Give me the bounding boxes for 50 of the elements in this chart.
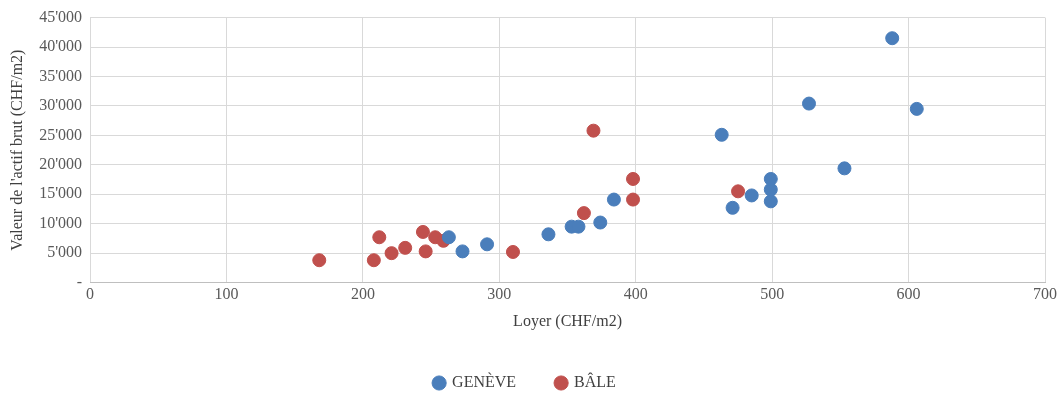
point xyxy=(606,192,621,207)
y-tick-label: 40'000 xyxy=(39,37,83,55)
x-tick-label: 100 xyxy=(214,285,239,303)
point xyxy=(312,253,327,268)
y-tick-label: 45'000 xyxy=(39,7,83,25)
point xyxy=(763,194,778,209)
point xyxy=(576,206,591,221)
point xyxy=(418,244,433,259)
point xyxy=(909,101,924,116)
x-tick-label: 700 xyxy=(1033,285,1057,303)
y-tick-label: - xyxy=(76,272,83,290)
point xyxy=(731,184,746,199)
point xyxy=(384,246,399,261)
legend-label: BÂLE xyxy=(574,372,616,391)
point xyxy=(626,171,641,186)
point xyxy=(885,31,900,46)
point xyxy=(586,123,601,138)
point xyxy=(593,215,608,230)
point xyxy=(626,192,641,207)
y-axis-title: Valeur de l'actif brut (CHF/m2) xyxy=(7,49,26,251)
y-tick-label: 10'000 xyxy=(39,213,83,231)
point xyxy=(398,240,413,255)
y-tick-label: 5'000 xyxy=(47,243,83,261)
point xyxy=(366,253,381,268)
point xyxy=(725,200,740,215)
y-tick-label: 20'000 xyxy=(39,155,83,173)
x-tick-label: 400 xyxy=(623,285,648,303)
point xyxy=(763,171,778,186)
y-tick-label: 35'000 xyxy=(39,66,83,84)
point xyxy=(744,188,759,203)
x-tick-label: 0 xyxy=(86,285,95,303)
x-tick-label: 600 xyxy=(896,285,921,303)
point xyxy=(541,227,556,242)
point xyxy=(415,224,430,239)
x-tick-label: 300 xyxy=(487,285,512,303)
y-tick-label: 25'000 xyxy=(39,125,83,143)
point xyxy=(837,161,852,176)
legend-label: GENÈVE xyxy=(452,372,517,391)
point xyxy=(714,127,729,142)
x-axis-title: Loyer (CHF/m2) xyxy=(513,311,622,330)
point xyxy=(480,237,495,252)
x-tick-label: 500 xyxy=(760,285,785,303)
x-tick-label: 200 xyxy=(350,285,375,303)
point xyxy=(441,230,456,245)
y-tick-label: 30'000 xyxy=(39,96,83,114)
point xyxy=(505,244,520,259)
y-tick-label: 15'000 xyxy=(39,184,83,202)
point xyxy=(372,230,387,245)
point xyxy=(802,96,816,111)
point xyxy=(455,244,470,259)
